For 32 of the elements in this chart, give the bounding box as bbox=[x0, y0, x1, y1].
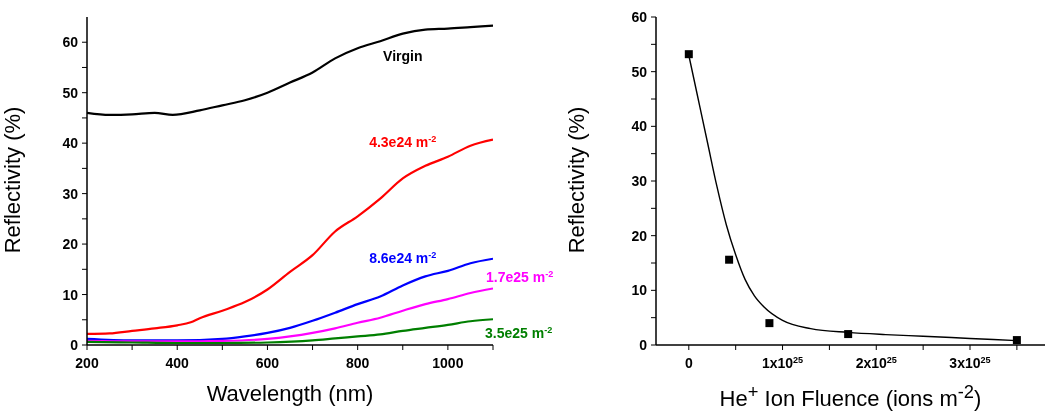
series-label: 1.7e25 m$^{-2}$ bbox=[486, 269, 554, 286]
y-tick-label: 60 bbox=[62, 34, 79, 51]
x-axis-title: Wavelength (nm) bbox=[205, 381, 375, 407]
y-tick-label: 30 bbox=[631, 173, 648, 189]
y-tick-label: 50 bbox=[62, 84, 79, 101]
series-label: Virgin bbox=[383, 47, 423, 64]
y-tick-label: 30 bbox=[62, 185, 79, 202]
x-tick-label: 400 bbox=[165, 355, 190, 371]
x-tick-label: 1000 bbox=[432, 355, 464, 371]
x-tick-label: 800 bbox=[345, 355, 370, 371]
y-tick-label: 0 bbox=[639, 337, 648, 353]
x-tick-label: 1x10$^{25}$ bbox=[761, 355, 804, 371]
y-tick-label: 60 bbox=[631, 9, 648, 25]
series-label: 8.6e24 m$^{-2}$ bbox=[369, 250, 437, 267]
y-tick-label: 0 bbox=[70, 337, 79, 353]
y-tick-label: 10 bbox=[631, 282, 648, 299]
y-tick-label: 40 bbox=[631, 118, 648, 135]
y-axis-title: Reflectivity (%) bbox=[0, 105, 26, 256]
y-tick-label: 10 bbox=[62, 286, 79, 303]
y-tick-label: 20 bbox=[62, 236, 79, 253]
x-tick-label: 3x10$^{25}$ bbox=[949, 355, 991, 371]
x-tick-label: 2x10$^{25}$ bbox=[855, 355, 897, 371]
series-label: 3.5e25 m$^{-2}$ bbox=[485, 325, 553, 342]
y-tick-label: 50 bbox=[631, 63, 648, 80]
x-tick-label: 600 bbox=[255, 355, 280, 371]
y-tick-label: 20 bbox=[631, 227, 648, 244]
series-label: 4.3e24 m$^{-2}$ bbox=[369, 134, 437, 151]
x-tick-label: 200 bbox=[75, 355, 99, 371]
y-axis-title: Reflectivity (%) bbox=[564, 105, 590, 256]
x-tick-label: 0 bbox=[684, 355, 693, 371]
y-tick-label: 40 bbox=[62, 135, 79, 152]
x-axis-title: He$^{+}$ Ion Fluence (ions m$^{-2}$) bbox=[718, 381, 983, 413]
